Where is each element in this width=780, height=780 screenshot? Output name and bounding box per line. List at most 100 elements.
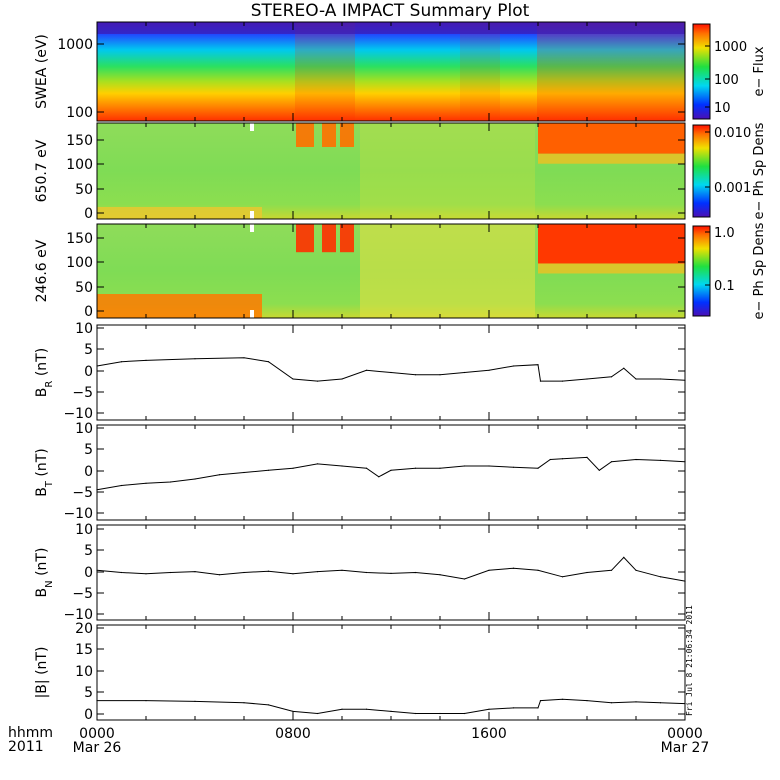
y-label-main: B [34,588,50,598]
data-point [365,708,368,710]
data-point [463,465,466,467]
pad-650-gap [250,123,254,131]
data-point [659,378,662,380]
data-point [586,378,588,380]
x-tick-label: 0800 [275,726,311,742]
data-point [218,574,221,576]
data-point [390,371,392,374]
data-point [439,712,441,715]
data-point [414,712,417,715]
data-point [549,458,551,461]
colorbar [692,23,711,120]
data-point [341,708,343,710]
data-point [623,556,625,559]
timestamp-stamp: Fri Jul 8 21:06:34 2011 [685,605,694,716]
panel-frame [96,524,686,621]
pad-246-gap [250,224,254,232]
series-line-4 [96,456,686,491]
colorbar-label: e− Flux [752,46,767,96]
data-point [586,700,588,702]
y-tick-label: 50 [75,182,93,198]
data-point [292,378,294,380]
data-point [169,481,172,483]
pad-650-high-blob [322,123,336,147]
xaxis-corner-label: hhmm 2011 [8,726,53,754]
data-point [659,459,662,461]
x-date-label: Mar 26 [73,740,122,756]
data-point [512,707,515,709]
data-point [316,380,319,382]
data-point [439,467,441,469]
pad-650-mid-region [360,123,535,219]
colorbar-tick-label: 1000 [714,40,747,55]
data-point [365,467,368,469]
y-tick-label: −5 [72,586,93,602]
y-tick-label: 0 [84,206,93,222]
pad-650-high-blob [340,123,354,147]
y-label-unit: (nT) [34,548,50,581]
data-point [218,474,221,476]
data-point [194,478,196,480]
data-point [145,573,147,575]
data-point [414,571,417,574]
y-tick-label: 100 [66,105,93,121]
panel-frame [96,624,686,721]
y-axis-label: SWEA (eV) [34,34,50,109]
y-tick-label: −10 [63,607,93,623]
y-tick-label: 100 [66,157,93,173]
data-point [267,570,270,572]
y-tick-label: 10 [75,321,93,337]
y-tick-label: −5 [72,485,93,501]
colorbar-tick-label: 1.0 [714,226,735,241]
data-point [537,467,539,469]
data-point [390,710,392,713]
panel-frame [96,424,686,521]
y-label-unit: (nT) [34,448,50,481]
data-point [414,467,417,469]
swea-streak [460,22,500,121]
data-point [586,571,588,574]
data-point [267,361,270,363]
pad-650-high-blob [296,123,314,147]
data-point [488,465,490,467]
pad-246-late-region [538,224,685,264]
data-point [120,484,123,487]
y-label-sub: T [44,480,55,488]
data-point [365,571,368,574]
pad-246-high-blob [322,224,336,253]
x-tick-label: 0000 [79,726,115,742]
y-tick-label: 150 [66,231,93,247]
y-tick-label: 0 [84,464,93,480]
swea-streak [537,22,685,121]
y-tick-label: 100 [66,255,93,271]
y-axis-label: BR (nT) [34,348,55,397]
pad-650-gap [250,211,254,219]
data-point [243,471,245,474]
data-point [194,571,196,573]
data-point [537,569,539,571]
colorbar-tick-label: 0.010 [714,126,751,141]
data-point [414,374,417,376]
colorbar-tick-label: 0.1 [714,279,735,294]
data-point [610,569,613,571]
swea-spectrogram [97,22,685,121]
data-point [537,364,539,366]
data-point [439,574,441,576]
pad-246-gap [250,310,254,318]
y-tick-label: 10 [75,664,93,680]
y-tick-label: −5 [72,385,93,401]
data-point [659,576,662,578]
pad-246-mid-region [360,224,535,318]
data-point [463,712,466,715]
y-tick-label: 15 [75,642,93,658]
data-point [243,702,245,704]
series-line-5 [96,556,686,582]
data-point [169,571,172,574]
data-point [512,365,515,367]
y-tick-label: 10 [75,421,93,437]
data-point [120,361,123,363]
data-point [390,469,392,471]
data-point [194,700,196,703]
colorbar-tick-label: 10 [714,101,731,116]
data-point [488,569,490,571]
